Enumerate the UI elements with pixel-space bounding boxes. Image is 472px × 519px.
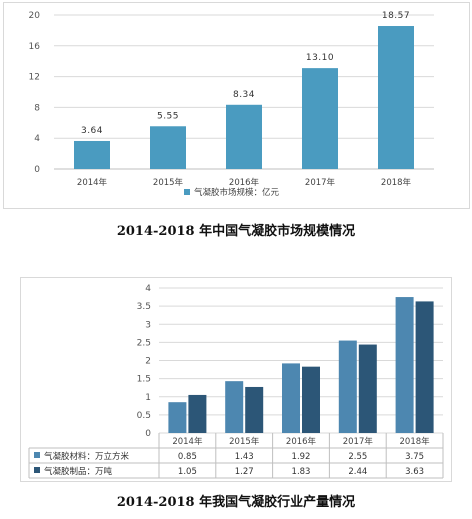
legend-swatch — [34, 452, 40, 458]
y-tick-label: 2.5 — [137, 338, 151, 348]
legend-label: 气凝胶材料：万立方米 — [44, 451, 130, 462]
y-tick-label: 1.5 — [137, 375, 151, 385]
y-tick-label: 16 — [29, 42, 41, 52]
data-label: 5.55 — [157, 111, 179, 121]
bar — [302, 366, 320, 433]
market-size-chart-panel: 0 4 8 12 16 20 3.64 2014年 5.55 2015年 8.34 2016年 13.1… — [3, 2, 470, 209]
table-value: 0.85 — [178, 452, 197, 462]
y-tick-label: 20 — [29, 11, 41, 21]
chart1-caption: 2014-2018 年中国气凝胶市场规模情况 — [116, 224, 356, 239]
table-value: 1.43 — [235, 452, 254, 462]
data-label: 3.64 — [81, 126, 103, 136]
x-tick-label: 2018年 — [400, 436, 431, 447]
data-label: 13.10 — [306, 53, 334, 63]
table-value: 1.92 — [292, 452, 311, 462]
bar — [74, 140, 110, 169]
y-tick-label: 0 — [145, 429, 151, 439]
chart2-caption: 2014-2018 年我国气凝胶行业产量情况 — [116, 495, 356, 510]
y-tick-label: 8 — [34, 103, 40, 113]
bar — [226, 104, 262, 169]
bar — [150, 126, 186, 169]
x-tick-label: 2018年 — [381, 177, 412, 188]
y-tick-label: 3.5 — [137, 302, 151, 312]
data-label: 18.57 — [382, 11, 410, 21]
legend-label: 气凝胶市场规模：亿元 — [194, 187, 280, 198]
x-tick-label: 2016年 — [229, 177, 260, 188]
legend-swatch — [184, 189, 190, 195]
x-tick-label: 2014年 — [172, 436, 203, 447]
x-tick-label: 2016年 — [286, 436, 317, 447]
bar — [245, 386, 264, 433]
table-value: 2.44 — [348, 467, 367, 477]
y-tick-label: 1 — [145, 393, 151, 403]
y-tick-label: 0 — [34, 165, 40, 175]
table-value: 2.55 — [348, 452, 367, 462]
data-label: 8.34 — [233, 90, 255, 100]
bar — [338, 340, 357, 433]
bar — [415, 301, 434, 433]
bar — [282, 363, 300, 433]
y-tick-label: 4 — [145, 284, 151, 294]
bar — [188, 394, 207, 433]
table-value: 1.05 — [178, 467, 197, 477]
y-tick-label: 2 — [145, 357, 151, 367]
x-tick-label: 2014年 — [77, 177, 108, 188]
production-chart-panel: 0 0.5 1 1.5 2 2.5 3 3.5 4 2014年 2015年 2016年 2017年 201… — [20, 277, 452, 482]
table-value: 1.83 — [292, 467, 311, 477]
bar — [395, 297, 414, 433]
production-chart: 0 0.5 1 1.5 2 2.5 3 3.5 4 2014年 2015年 2016年 2017年 201… — [28, 284, 444, 479]
legend-label: 气凝胶制品：万吨 — [44, 466, 113, 477]
bar — [168, 402, 187, 433]
table-value: 3.63 — [405, 467, 424, 477]
x-tick-label: 2017年 — [305, 177, 336, 188]
bar — [378, 26, 414, 169]
x-tick-label: 2017年 — [343, 436, 374, 447]
table-value: 3.75 — [405, 452, 424, 462]
x-tick-label: 2015年 — [153, 177, 184, 188]
y-tick-label: 4 — [34, 134, 40, 144]
table-value: 1.27 — [235, 467, 254, 477]
bar — [225, 381, 244, 433]
y-tick-label: 0.5 — [137, 411, 151, 421]
bar — [358, 344, 377, 433]
bar — [302, 68, 338, 169]
market-size-chart: 0 4 8 12 16 20 3.64 2014年 5.55 2015年 8.34 2016年 13.1… — [29, 11, 434, 198]
y-tick-label: 3 — [145, 320, 151, 330]
legend-swatch — [34, 467, 40, 473]
y-tick-label: 12 — [29, 73, 40, 83]
x-tick-label: 2015年 — [229, 436, 260, 447]
